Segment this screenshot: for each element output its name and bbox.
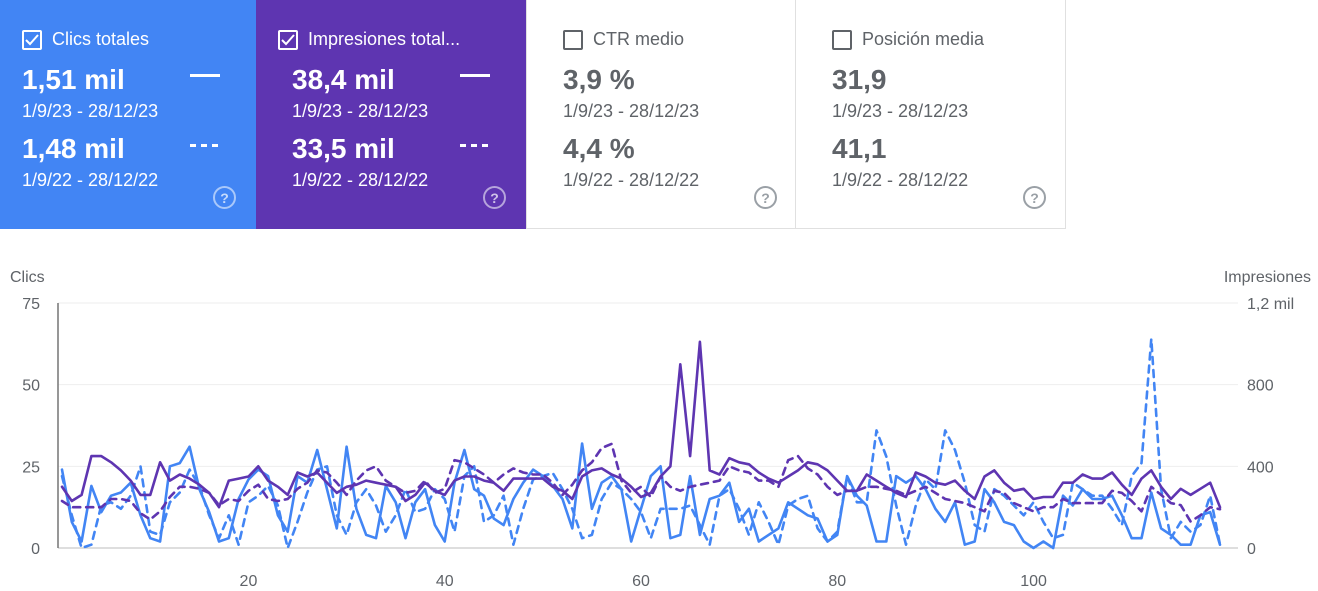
right-tick-label: 0 [1247,541,1256,558]
current-period: 1/9/23 - 28/12/23 [292,101,429,121]
metric-cards: Clics totales 1,51 mil 1/9/23 - 28/12/23… [0,0,1066,229]
x-tick-label: 80 [828,573,846,590]
x-tick-label: 100 [1020,573,1047,590]
left-tick-label: 0 [31,541,40,558]
current-period: 1/9/23 - 28/12/23 [22,101,159,121]
checkbox-checked-icon[interactable] [22,29,42,50]
left-axis-title: Clics [10,269,45,286]
x-tick-label: 40 [436,573,454,590]
left-tick-label: 50 [22,378,40,395]
previous-period: 1/9/22 - 28/12/22 [563,170,700,190]
card-posicion-media[interactable]: Posición media 31,9 1/9/23 - 28/12/23 41… [796,0,1066,229]
card-ctr-medio[interactable]: CTR medio 3,9 % 1/9/23 - 28/12/23 4,4 % … [526,0,796,229]
card-header: CTR medio [563,29,684,50]
right-tick-label: 400 [1247,459,1274,476]
checkbox-checked-icon[interactable] [278,29,298,50]
current-value: 38,4 mil [292,64,395,95]
current-period: 1/9/23 - 28/12/23 [563,101,700,121]
line-chart: Clics Impresiones 75 1,2 mil 50 800 25 400 0 0 2… [10,269,1311,590]
card-clics-totales[interactable]: Clics totales 1,51 mil 1/9/23 - 28/12/23… [0,0,256,229]
current-value: 3,9 % [563,64,635,95]
previous-period: 1/9/22 - 28/12/22 [832,170,969,190]
dashed-line-legend-icon [190,144,220,147]
left-tick-label: 75 [22,296,40,313]
help-icon[interactable]: ? [213,186,236,209]
help-icon[interactable]: ? [483,186,506,209]
right-tick-label: 800 [1247,378,1274,395]
previous-value: 41,1 [832,133,887,164]
right-axis-title: Impresiones [1224,269,1311,286]
previous-period: 1/9/22 - 28/12/22 [22,170,159,190]
series-line-right-dashed [60,442,1222,523]
card-header: Posición media [832,29,984,50]
previous-value: 4,4 % [563,133,635,164]
dashed-line-legend-icon [460,144,490,147]
x-tick-label: 20 [240,573,258,590]
card-title: Clics totales [52,29,150,49]
card-header: Clics totales [22,29,149,50]
checkbox-unchecked-icon[interactable] [563,29,583,50]
previous-period: 1/9/22 - 28/12/22 [292,170,429,190]
card-title: Impresiones total... [308,29,461,49]
checkbox-unchecked-icon[interactable] [832,29,852,50]
card-header: Impresiones total... [278,29,460,50]
current-period: 1/9/23 - 28/12/23 [832,101,969,121]
previous-value: 33,5 mil [292,133,395,164]
solid-line-legend-icon [190,74,220,77]
performance-chart: Clics Impresiones 75 1,2 mil 50 800 25 400 0 0 2… [0,240,1318,591]
right-tick-label: 1,2 mil [1247,296,1294,313]
current-value: 31,9 [832,64,887,95]
solid-line-legend-icon [460,74,490,77]
left-tick-label: 25 [22,459,40,476]
series-line-left-dashed [60,337,1222,550]
series-line-left-solid [60,442,1222,550]
card-title: Posición media [862,29,985,49]
card-impresiones-totales[interactable]: Impresiones total... 38,4 mil 1/9/23 - 2… [256,0,526,229]
card-title: CTR medio [593,29,685,49]
x-tick-label: 60 [632,573,650,590]
help-icon[interactable]: ? [754,186,777,209]
help-icon[interactable]: ? [1023,186,1046,209]
previous-value: 1,48 mil [22,133,125,164]
series-line-right-solid [60,340,1222,509]
current-value: 1,51 mil [22,64,125,95]
